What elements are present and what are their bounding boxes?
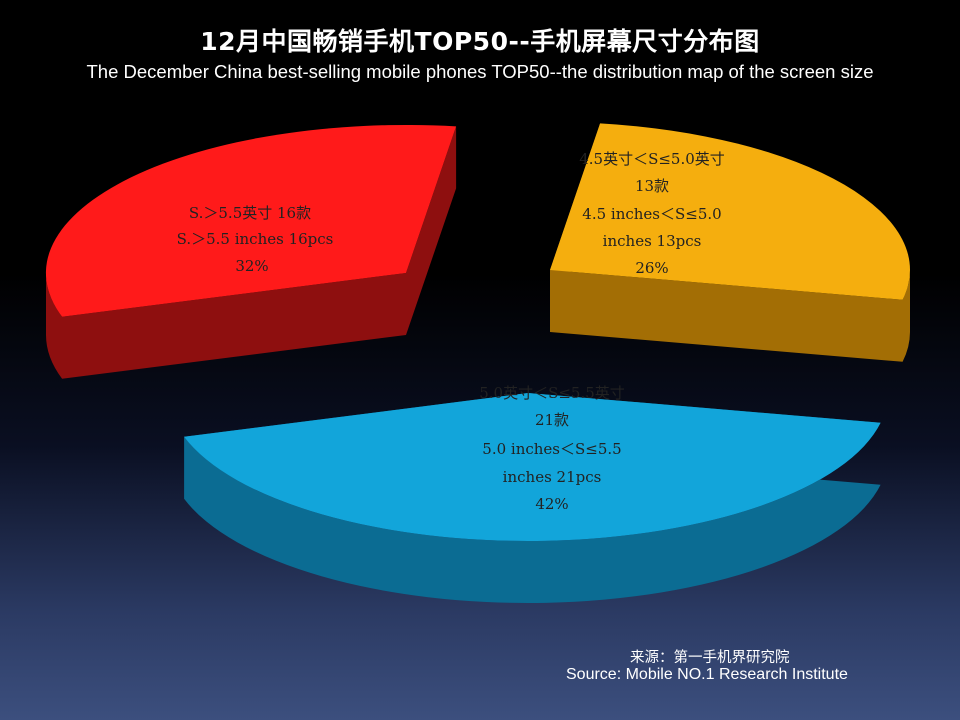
slice-mid-screen xyxy=(550,123,910,362)
label-mid-screen-en-2: inches 13pcs xyxy=(603,232,702,250)
source-en: Source: Mobile NO.1 Research Institute xyxy=(566,666,848,683)
label-upper-mid-screen-cn-count: 21款 xyxy=(535,411,569,429)
label-upper-mid-screen-pct: 42% xyxy=(535,495,568,513)
chart-subtitle: The December China best-selling mobile p… xyxy=(86,61,874,82)
slice-upper-mid-screen-top xyxy=(184,393,881,541)
slice-large-screen xyxy=(45,124,457,379)
label-mid-screen-en: 4.5 inches＜S≤5.0 xyxy=(582,205,721,223)
label-large-screen-pct: 32% xyxy=(235,257,268,275)
label-upper-mid-screen-en-2: inches 21pcs xyxy=(503,468,602,486)
slice-mid-screen-top xyxy=(550,123,910,300)
chart-title: 12月中国畅销手机TOP50--手机屏幕尺寸分布图 xyxy=(200,27,760,56)
label-large-screen-en: S.＞5.5 inches 16pcs xyxy=(177,230,334,248)
label-large-screen-cn: S.＞5.5英寸 16款 xyxy=(189,204,311,222)
label-mid-screen-cn-count: 13款 xyxy=(635,177,669,195)
slice-large-screen-top xyxy=(45,124,457,317)
slice-upper-mid-screen xyxy=(184,393,881,603)
label-upper-mid-screen-en: 5.0 inches＜S≤5.5 xyxy=(482,440,621,458)
slice-large-screen-side xyxy=(45,126,457,379)
label-mid-screen-pct: 26% xyxy=(635,259,668,277)
source-cn: 来源：第一手机界研究院 xyxy=(630,650,790,666)
label-mid-screen-cn: 4.5英寸＜S≤5.0英寸 xyxy=(579,150,725,168)
label-upper-mid-screen-cn: 5.0英寸＜S≤5.5英寸 xyxy=(479,384,625,402)
slice-mid-screen-side xyxy=(550,123,910,362)
